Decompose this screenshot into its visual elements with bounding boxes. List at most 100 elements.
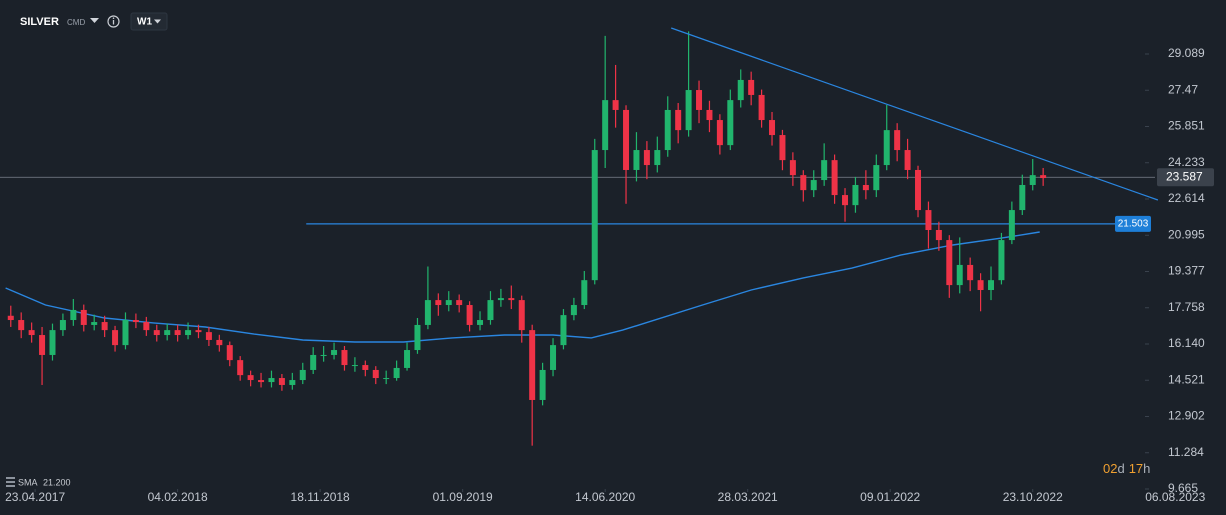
candle-body bbox=[727, 100, 734, 146]
candle-body bbox=[842, 195, 849, 206]
candle-body bbox=[904, 150, 911, 170]
x-tick-label: 14.06.2020 bbox=[575, 490, 635, 504]
trend-line bbox=[671, 27, 1159, 201]
candle-body bbox=[539, 369, 546, 400]
candle-body bbox=[810, 180, 817, 191]
level-label: 21.503 bbox=[1118, 219, 1149, 230]
candle-body bbox=[383, 378, 390, 380]
candle-body bbox=[1008, 210, 1015, 241]
candle-body bbox=[748, 79, 755, 95]
candle-body bbox=[414, 324, 421, 351]
y-tick-label: 14.521 bbox=[1168, 372, 1205, 386]
candle-body bbox=[456, 300, 463, 306]
indicator-name: SMA bbox=[18, 477, 38, 487]
candle-body bbox=[487, 300, 494, 321]
y-tick-label: 19.377 bbox=[1168, 264, 1205, 278]
candle-body bbox=[122, 320, 129, 346]
timeframe: W1 bbox=[137, 17, 152, 28]
candle-body bbox=[143, 322, 150, 331]
timeframe-dropdown bbox=[154, 19, 161, 24]
candle-body bbox=[685, 90, 692, 131]
candle-body bbox=[956, 264, 963, 286]
candle-body bbox=[675, 109, 682, 131]
y-tick-label: 22.614 bbox=[1168, 191, 1205, 205]
candle-body bbox=[623, 109, 630, 170]
candle-body bbox=[39, 335, 46, 355]
candle-body bbox=[821, 160, 828, 181]
candle-body bbox=[1029, 175, 1036, 185]
candle-body bbox=[612, 100, 619, 110]
candle-body bbox=[570, 305, 577, 316]
candle-body bbox=[28, 330, 35, 336]
candle-body bbox=[977, 280, 984, 291]
symbol-dropdown[interactable] bbox=[90, 18, 99, 23]
candle-body bbox=[1040, 175, 1047, 179]
candle-body bbox=[372, 369, 379, 379]
candle-body bbox=[497, 298, 504, 301]
candle-body bbox=[862, 184, 869, 191]
candle-body bbox=[998, 240, 1005, 281]
countdown-hour-unit: h bbox=[1143, 461, 1150, 476]
candle-body bbox=[268, 378, 275, 383]
candle-body bbox=[258, 380, 265, 383]
candle-body bbox=[310, 354, 317, 370]
candle-body bbox=[769, 120, 776, 136]
symbol[interactable]: SILVER bbox=[20, 16, 59, 28]
y-tick-label: 27.47 bbox=[1168, 82, 1198, 96]
candle-body bbox=[789, 160, 796, 176]
candle-body bbox=[831, 160, 838, 196]
countdown-day-unit: d bbox=[1117, 461, 1124, 476]
candle-body bbox=[529, 330, 536, 400]
countdown-hours: 17 bbox=[1129, 461, 1143, 476]
sma-line bbox=[5, 231, 1040, 343]
x-tick-label: 18.11.2018 bbox=[291, 490, 350, 504]
candle-body bbox=[737, 79, 744, 101]
candle-body bbox=[633, 150, 640, 170]
candle-body bbox=[174, 330, 181, 336]
candle-body bbox=[7, 315, 14, 321]
x-tick-label: 01.09.2019 bbox=[433, 490, 493, 504]
x-tick-label: 04.02.2018 bbox=[148, 490, 208, 504]
candle-body bbox=[70, 309, 77, 321]
candle-body bbox=[299, 369, 306, 381]
candle-body bbox=[550, 345, 557, 370]
info-icon[interactable] bbox=[107, 15, 120, 28]
x-tick-label: 23.04.2017 bbox=[5, 490, 65, 504]
x-tick-label: 28.03.2021 bbox=[718, 490, 778, 504]
candle-body bbox=[758, 94, 765, 121]
x-tick-label: 23.10.2022 bbox=[1003, 490, 1063, 504]
level-label-box bbox=[1115, 215, 1151, 232]
candle-body bbox=[435, 300, 442, 306]
y-tick-label: 17.758 bbox=[1168, 300, 1205, 314]
candle-body bbox=[508, 298, 515, 301]
candle-body bbox=[602, 100, 609, 151]
candle-body bbox=[643, 150, 650, 166]
candle-body bbox=[404, 350, 411, 368]
candle-body bbox=[696, 90, 703, 110]
countdown-days: 02 bbox=[1103, 461, 1117, 476]
last-price-label: 23.587 bbox=[1166, 169, 1203, 183]
x-tick-label: 06.08.2023 bbox=[1145, 490, 1205, 504]
indicator-icon[interactable] bbox=[6, 477, 15, 487]
y-tick-label: 12.902 bbox=[1168, 409, 1205, 423]
candle-body bbox=[247, 375, 254, 381]
timeframe-button[interactable] bbox=[130, 12, 168, 31]
candle-body bbox=[716, 120, 723, 146]
candle-body bbox=[132, 320, 139, 323]
candle-body bbox=[351, 365, 358, 367]
indicator-value: 21.200 bbox=[43, 477, 71, 487]
candle-body bbox=[591, 150, 598, 281]
candle-body bbox=[185, 330, 192, 336]
candle-body bbox=[988, 280, 995, 291]
countdown: 02d 17h bbox=[1103, 461, 1150, 476]
candle-body bbox=[195, 330, 202, 333]
candle-body bbox=[59, 320, 66, 331]
y-tick-label: 24.233 bbox=[1168, 155, 1205, 169]
candle-body bbox=[935, 229, 942, 241]
candle-body bbox=[883, 130, 890, 166]
candle-body bbox=[237, 360, 244, 376]
candle-body bbox=[706, 109, 713, 121]
candle-body bbox=[445, 300, 452, 306]
candle-body bbox=[278, 378, 285, 385]
